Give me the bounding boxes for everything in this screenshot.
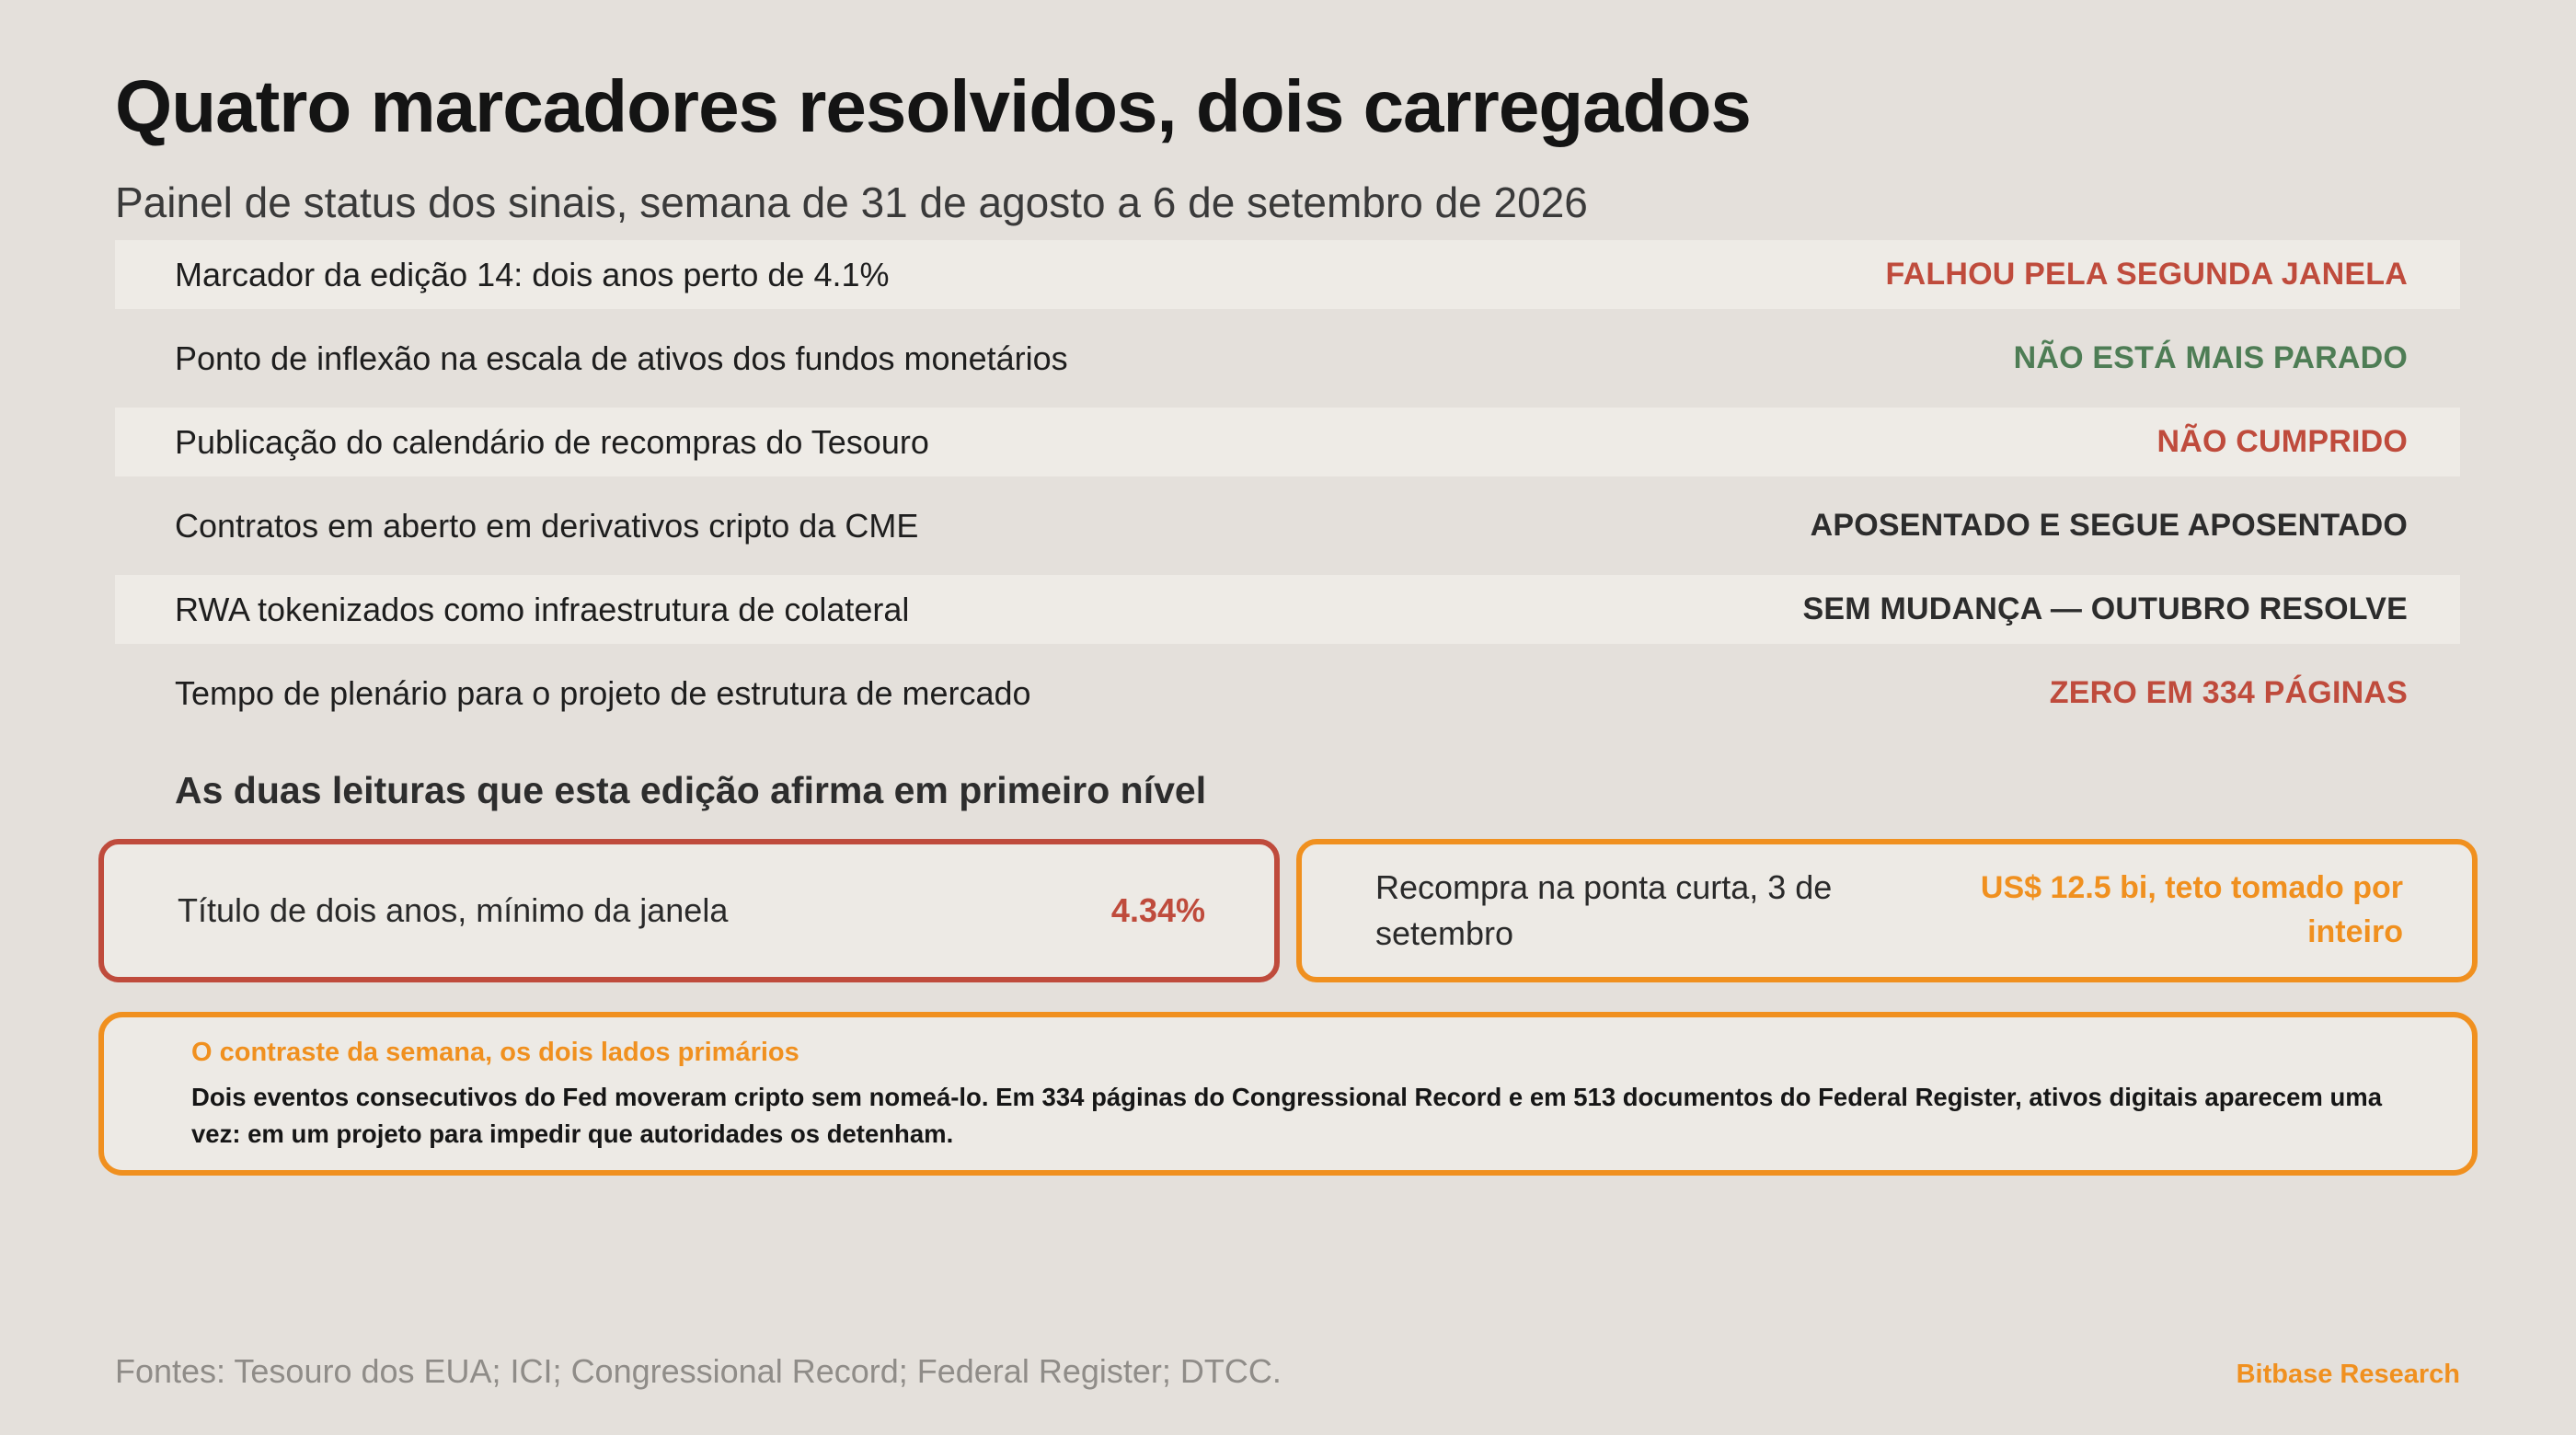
reading-card-value: 4.34% — [1110, 890, 1205, 929]
status-row: Tempo de plenário para o projeto de estr… — [115, 659, 2460, 728]
status-row-value: ZERO EM 334 PÁGINAS — [2049, 675, 2408, 710]
reading-card-label: Recompra na ponta curta, 3 de setembro — [1375, 867, 1833, 952]
status-row: Contratos em aberto em derivativos cript… — [115, 491, 2460, 560]
reading-card-two-year: Título de dois anos, mínimo da janela 4.… — [98, 839, 1280, 982]
status-row-value: FALHOU PELA SEGUNDA JANELA — [1885, 257, 2408, 292]
status-row-value: NÃO CUMPRIDO — [2156, 424, 2408, 459]
contrast-heading: O contraste da semana, os dois lados pri… — [191, 1038, 799, 1067]
status-row: RWA tokenizados como infraestrutura de c… — [115, 575, 2460, 644]
status-row-label: Marcador da edição 14: dois anos perto d… — [175, 255, 890, 293]
status-row-label: Tempo de plenário para o projeto de estr… — [175, 673, 1031, 712]
status-row-value: NÃO ESTÁ MAIS PARADO — [2013, 340, 2408, 375]
page-title: Quatro marcadores resolvidos, dois carre… — [115, 65, 1752, 147]
status-row: Ponto de inflexão na escala de ativos do… — [115, 324, 2460, 393]
page-subtitle: Painel de status dos sinais, semana de 3… — [115, 178, 1588, 226]
status-row-label: RWA tokenizados como infraestrutura de c… — [175, 590, 910, 628]
status-row-label: Contratos em aberto em derivativos cript… — [175, 506, 919, 545]
reading-card-label: Título de dois anos, mínimo da janela — [178, 890, 729, 929]
reading-card-value: US$ 12.5 bi, teto tomado por inteiro — [1980, 870, 2403, 949]
status-table: Marcador da edição 14: dois anos perto d… — [115, 240, 2460, 742]
footer-brand: Bitbase Research — [2236, 1360, 2460, 1389]
status-row: Publicação do calendário de recompras do… — [115, 408, 2460, 476]
status-row-label: Publicação do calendário de recompras do… — [175, 422, 929, 461]
status-row-value: APOSENTADO E SEGUE APOSENTADO — [1810, 508, 2408, 543]
reading-card-buyback: Recompra na ponta curta, 3 de setembro U… — [1296, 839, 2478, 982]
contrast-callout: O contraste da semana, os dois lados pri… — [98, 1012, 2478, 1176]
status-row: Marcador da edição 14: dois anos perto d… — [115, 240, 2460, 309]
footer-sources: Fontes: Tesouro dos EUA; ICI; Congressio… — [115, 1352, 1282, 1390]
readings-heading: As duas leituras que esta edição afirma … — [175, 769, 1207, 811]
status-row-label: Ponto de inflexão na escala de ativos do… — [175, 339, 1068, 377]
status-row-value: SEM MUDANÇA — OUTUBRO RESOLVE — [1802, 591, 2408, 626]
contrast-body: Dois eventos consecutivos do Fed moveram… — [191, 1083, 2383, 1148]
